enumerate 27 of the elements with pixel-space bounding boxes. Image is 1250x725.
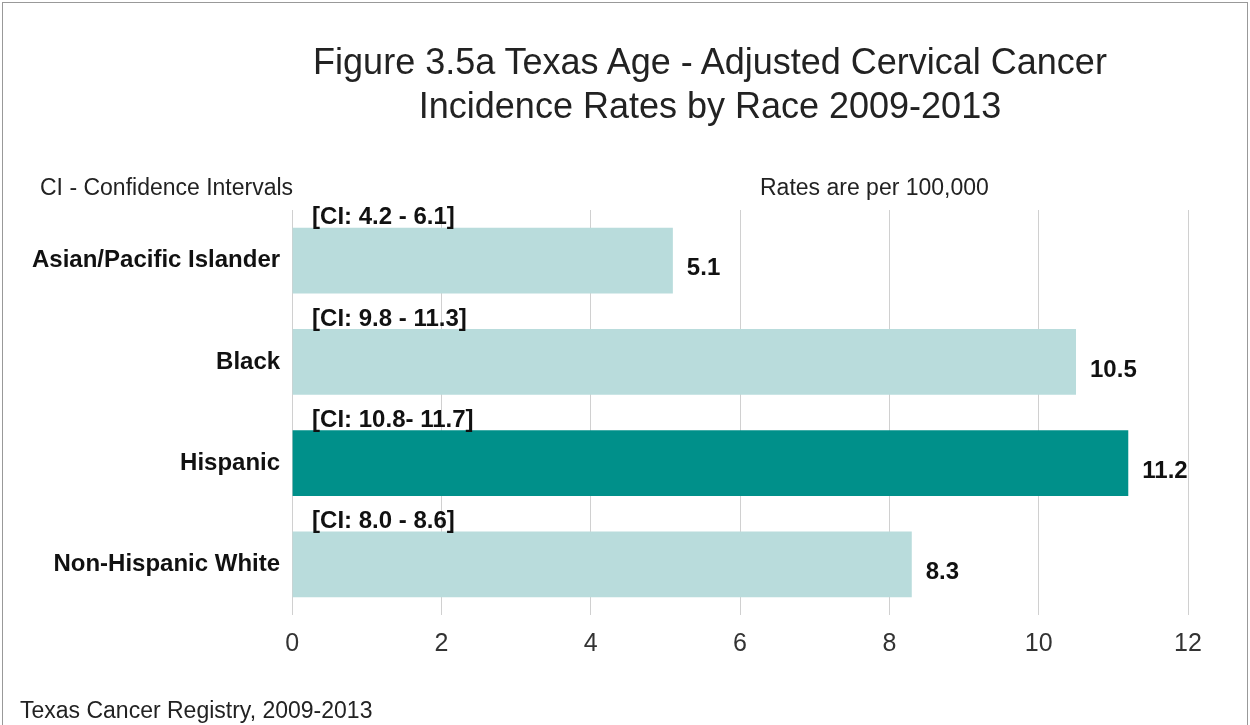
y-tick-label: Non-Hispanic White <box>53 549 281 576</box>
annotation: [CI: 8.0 - 8.6] <box>312 506 455 534</box>
chart-title: Figure 3.5a Texas Age - Adjusted Cervical Cancer Incidence Rates by Race 2009-2013 <box>312 40 1108 128</box>
annotation: [CI: 10.8- 11.7] <box>312 404 474 432</box>
x-tick-label: 10 <box>1024 627 1053 656</box>
text: Rates are per 100,000 <box>760 174 989 200</box>
x-tick-label: 0 <box>285 627 300 656</box>
data-label: 11.2 <box>1142 455 1188 483</box>
x-tick-label: 8 <box>882 627 897 656</box>
x-tick-label: 12 <box>1174 627 1202 656</box>
y-tick-label: Black <box>216 346 281 374</box>
data-label: 5.1 <box>686 253 721 281</box>
bar <box>292 430 1129 496</box>
bar <box>292 227 673 294</box>
y-tick-label: Asian/Pacific Islander <box>32 245 281 273</box>
annotation: [CI: 4.2 - 6.1] <box>312 202 455 230</box>
y-tick-label: Hispanic <box>180 447 281 475</box>
annotation: [CI: 9.8 - 11.3] <box>312 303 467 331</box>
x-tick-label: 2 <box>434 627 449 656</box>
text: CI - Confidence Intervals <box>40 174 294 200</box>
data-label: 10.5 <box>1090 354 1137 382</box>
x-tick-label: 4 <box>583 627 598 656</box>
text: Texas Cancer Registry, 2009-2013 <box>20 697 373 723</box>
bar <box>292 531 912 598</box>
bar <box>292 329 1077 395</box>
x-tick-label: 6 <box>733 627 748 656</box>
data-label: 8.3 <box>925 557 960 584</box>
